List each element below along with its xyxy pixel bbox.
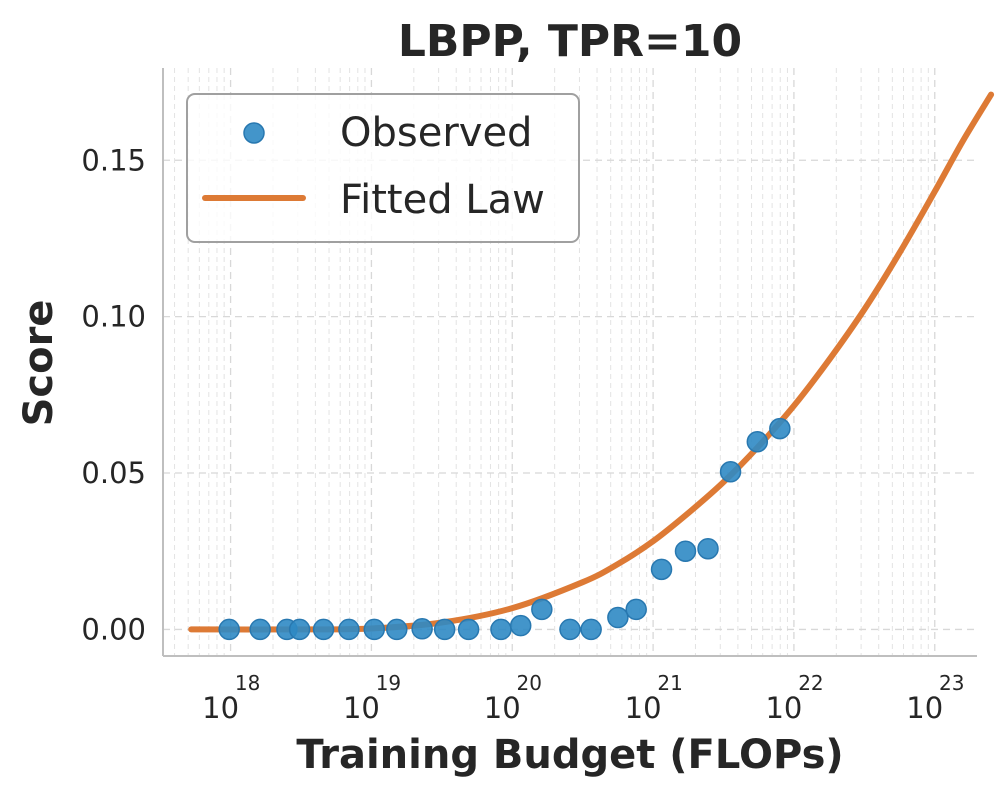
x-tick-base: 10 [906, 691, 943, 725]
legend-observed-marker [243, 122, 265, 144]
observed-point [531, 598, 553, 621]
legend-fitted-label: Fitted Law [340, 177, 545, 223]
observed-point [433, 618, 456, 641]
x-tick-exponent: 22 [798, 671, 823, 695]
plot-area [188, 91, 995, 641]
x-tick-base: 10 [765, 691, 802, 725]
grid [163, 68, 977, 656]
observed-point [746, 431, 769, 453]
observed-point [457, 618, 480, 641]
observed-point [411, 618, 433, 640]
observed-point [363, 618, 385, 641]
observed-point [490, 618, 512, 641]
observed-point [509, 614, 532, 637]
observed-point [674, 540, 697, 562]
observed-point [338, 618, 360, 641]
y-tick-label: 0.00 [81, 612, 146, 646]
observed-point [719, 461, 742, 483]
legend-observed-label: Observed [340, 110, 532, 156]
observed-point [580, 618, 602, 641]
x-tick-exponent: 21 [657, 671, 682, 695]
observed-point [697, 537, 719, 560]
observed-point [288, 618, 311, 641]
observed-point [218, 618, 240, 641]
labels: LBPP, TPR=10 Training Budget (FLOPs) Sco… [16, 16, 844, 778]
observed-point [312, 618, 335, 641]
observed-point [559, 618, 581, 641]
y-tick-label: 0.05 [81, 456, 146, 490]
x-tick-exponent: 18 [235, 671, 260, 695]
y-tick-label: 0.15 [81, 143, 146, 177]
observed-point [650, 558, 673, 581]
y-tick-label: 0.10 [81, 300, 146, 334]
x-tick-base: 10 [484, 691, 521, 725]
legend: Observed Fitted Law [186, 93, 580, 243]
observed-point [607, 606, 629, 629]
x-tick-exponent: 19 [376, 671, 401, 695]
x-tick-base: 10 [343, 691, 380, 725]
observed-point [249, 618, 271, 641]
observed-point [386, 618, 408, 641]
y-axis-label: Score [16, 300, 62, 427]
fitted-law-line [188, 91, 995, 633]
legend-box [186, 93, 580, 243]
observed-point [625, 598, 647, 621]
x-tick-base: 10 [202, 691, 239, 725]
x-axis-label: Training Budget (FLOPs) [296, 732, 843, 778]
x-tick-base: 10 [625, 691, 662, 725]
x-tick-exponent: 23 [939, 671, 964, 695]
chart-title: LBPP, TPR=10 [398, 16, 742, 67]
x-tick-exponent: 20 [517, 671, 542, 695]
observed-point [769, 417, 791, 440]
